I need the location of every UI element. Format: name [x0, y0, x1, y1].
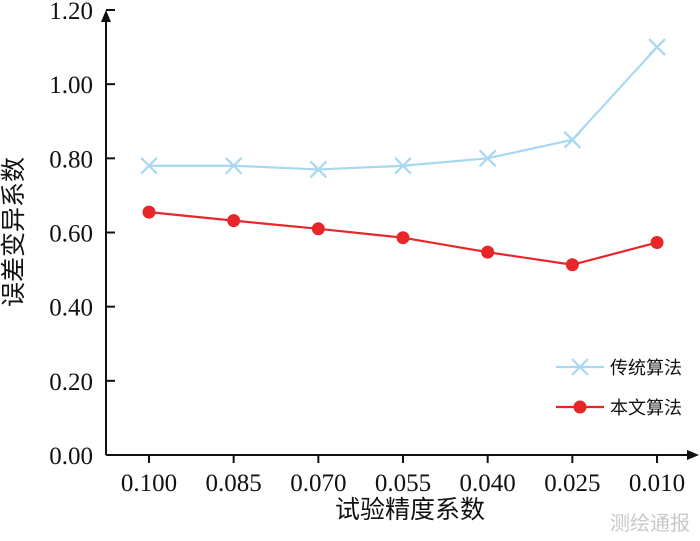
x-tick-label: 0.070 [290, 470, 346, 497]
legend-label: 本文算法 [610, 398, 682, 419]
legend-item: 传统算法 [556, 358, 682, 379]
x-tick-label: 0.085 [206, 470, 262, 497]
series-1 [140, 38, 666, 179]
y-tick-label: 1.20 [49, 0, 93, 25]
y-axis-title: 误差变异系数 [0, 157, 28, 307]
legend-item: 本文算法 [556, 398, 682, 419]
data-point [140, 156, 158, 175]
x-tick-label: 0.100 [121, 470, 177, 497]
x-axis-title: 试验精度系数 [335, 495, 485, 524]
y-axis-arrow [101, 10, 111, 22]
x-tick-label: 0.010 [629, 470, 685, 497]
data-point [648, 38, 666, 56]
y-tick-label: 0.80 [49, 146, 93, 173]
x-tick-label: 0.025 [544, 470, 600, 497]
y-tick-label: 0.20 [49, 369, 93, 396]
watermark: 测绘通报 [610, 511, 690, 535]
legend-marker [571, 358, 589, 376]
data-point [311, 222, 325, 236]
y-ticks: 0.00 0.20 0.40 0.60 0.80 1.00 1.20 [49, 0, 115, 470]
axes [101, 10, 699, 460]
data-point [309, 160, 328, 179]
data-point [224, 156, 243, 175]
data-point [227, 214, 241, 228]
legend-label: 传统算法 [610, 358, 682, 379]
x-tick-label: 0.055 [375, 470, 431, 497]
data-point [478, 149, 497, 168]
y-tick-label: 0.00 [49, 443, 93, 470]
x-tick-label: 0.040 [460, 470, 516, 497]
data-point [142, 205, 156, 219]
data-point [481, 245, 495, 259]
series-layer [140, 38, 666, 272]
x-ticks: 0.100 0.085 0.070 0.055 0.040 0.025 0.010 [121, 455, 685, 497]
data-point [396, 231, 410, 245]
x-axis-arrow [687, 450, 699, 460]
series-line [149, 46, 658, 171]
data-point [565, 258, 579, 272]
data-point [563, 131, 582, 149]
legend-marker [573, 400, 587, 414]
data-point [394, 156, 412, 175]
y-tick-label: 1.00 [49, 72, 93, 99]
y-tick-label: 0.40 [49, 295, 93, 322]
series-2 [142, 205, 664, 272]
y-tick-label: 0.60 [49, 221, 93, 248]
data-point [650, 236, 664, 250]
